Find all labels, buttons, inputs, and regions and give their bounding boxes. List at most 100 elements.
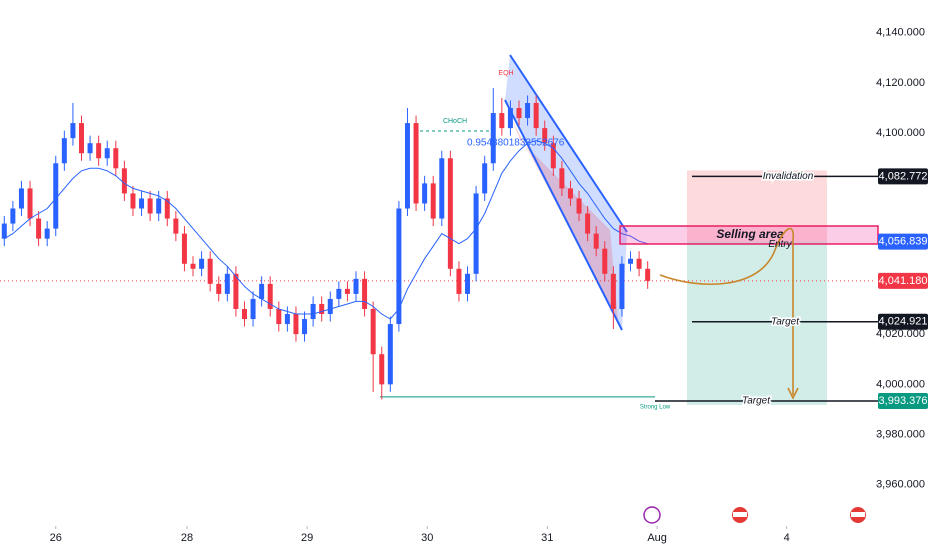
y-tick-label: 4,000.000 [876,378,925,390]
candle-body [139,198,145,209]
x-tick-label: 28 [181,532,193,544]
candle-body [276,308,282,325]
event-icon-flag [733,512,747,517]
event-icons [643,506,866,524]
candle-body [113,148,119,169]
candle-body [525,102,531,119]
y-tick-label: 4,120.000 [876,77,925,89]
candle-body [336,288,342,299]
x-tick-label: 30 [421,532,433,544]
candle-body [362,278,368,309]
candle-body [387,324,393,385]
price-label: 4,024.921 [879,316,928,328]
price-label: 4,041.180 [879,275,928,287]
candle-body [207,258,213,284]
price-label-bg [878,168,928,185]
choch-label: CHoCH [443,118,467,125]
level-name: Invalidation [763,171,814,182]
candle-body [310,303,316,320]
candle-body [422,183,428,204]
candle-body [413,123,419,204]
price-label-bg [878,272,928,289]
candle-body [44,228,50,239]
x-tick-label: Aug [647,532,667,544]
price-label-bg [878,392,928,409]
candle-body [233,273,239,309]
candle-body [542,128,548,144]
candle-body [130,193,136,209]
y-tick-label: 4,100.000 [876,127,925,139]
candle-body [404,123,410,209]
eqh-label: EQH [498,70,513,77]
candle-body [516,108,522,119]
candle-body [70,123,76,139]
candle-body [319,303,325,315]
candle-body [482,163,488,194]
candle-body [190,263,196,269]
candle-body [490,113,496,164]
y-tick-label: 3,960.000 [876,479,925,491]
candle-body [181,233,187,264]
candle-body [327,298,333,315]
candle-body [465,273,471,294]
candle-body [499,113,505,129]
candle-body [250,298,256,320]
candle-body [10,208,16,224]
moving-average [4,140,648,320]
candle-body [216,283,222,294]
candle-body [344,288,350,294]
candle-body [267,283,273,309]
candle-body [456,268,462,294]
candle-body [78,123,84,154]
candle-body [104,148,110,159]
candle-body [645,268,651,281]
price-label-bg [878,233,928,250]
candle-body [121,168,127,194]
candle-body [36,218,42,239]
y-tick-label: 4,020.000 [876,328,925,340]
candle-body [87,143,93,154]
candle-body [156,198,162,214]
candle-body [628,258,634,264]
price-label-bg [878,313,928,330]
path-arrow [659,227,795,395]
candle-body [430,183,436,219]
level-name: Target [742,396,771,407]
candle-body [1,223,7,239]
candle-body [396,208,402,325]
level-name: Entry [768,239,792,250]
arrow-head [787,387,799,400]
channel-line [504,99,623,331]
candle-body [96,143,102,159]
candle-body [61,138,67,164]
channel-line [509,54,628,233]
candle-body [585,213,591,234]
candle-body [439,158,445,219]
candle-body [379,354,385,385]
candle-body [619,263,625,309]
candle-body [302,319,308,335]
candle-body [370,308,376,355]
candle-body [507,108,513,129]
candle-body [293,314,299,335]
x-tick-label: 31 [541,532,553,544]
fib-label: 0.9543801833552676 [467,138,565,149]
x-tick-label: 26 [50,532,62,544]
candle-body [241,308,247,320]
reward-zone [687,241,827,405]
candle-body [164,198,170,219]
candle-body [27,188,33,219]
candle-body [533,102,539,129]
candle-body [18,188,24,209]
candle-body [147,198,153,214]
plot [0,87,875,405]
candle-body [284,314,290,325]
candle-body [610,273,616,309]
candle-body [593,233,599,249]
candle-body [559,168,565,189]
selling-area [619,225,879,245]
selling-area-label: Selling area [716,227,784,241]
candle-body [473,193,479,274]
